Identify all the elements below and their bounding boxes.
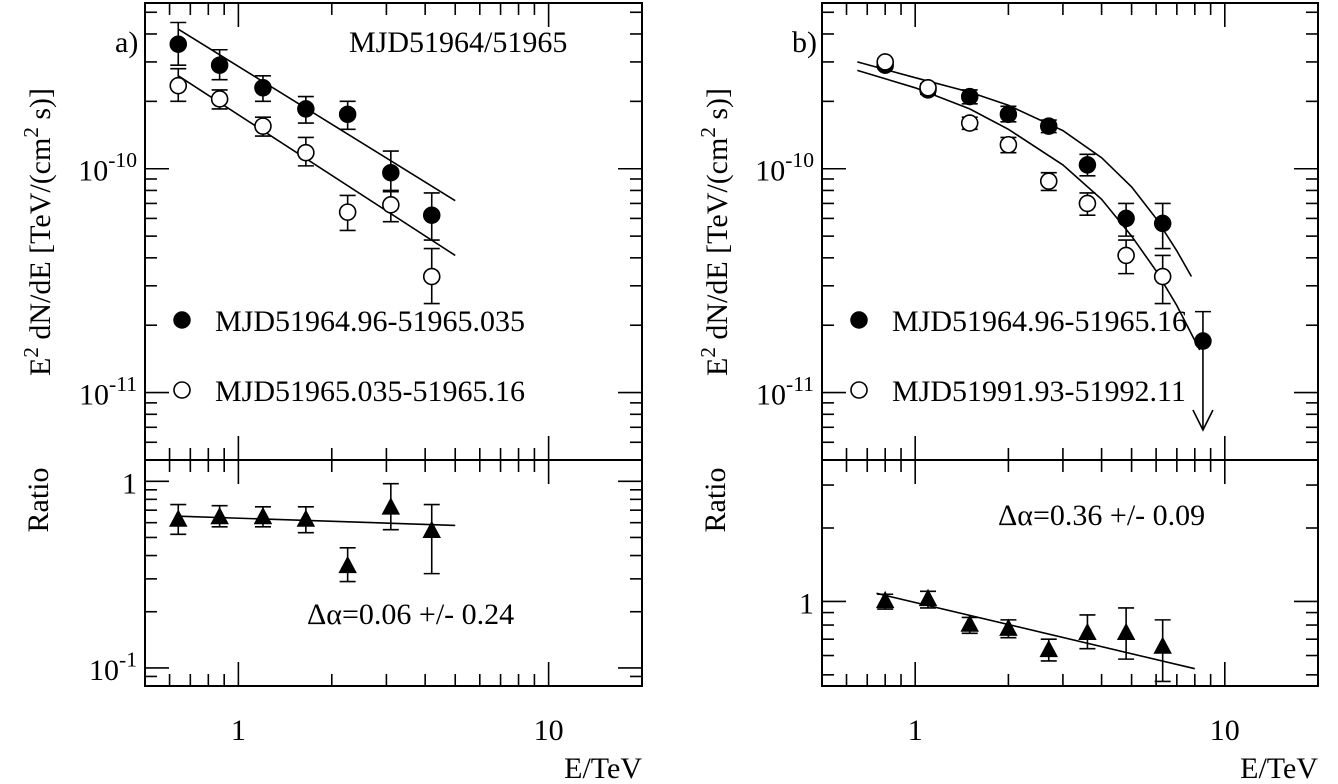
panel-a-top-y-tick-label: 10-11 bbox=[79, 372, 137, 412]
panel-b-ratio-y-tick-label: 1 bbox=[799, 587, 814, 620]
panel-a-ratio-series bbox=[169, 482, 456, 583]
panel-b-legend-label: MJD51964.96-51965.16 bbox=[892, 305, 1187, 338]
panel-a-x-tick-label: 1 bbox=[231, 714, 246, 747]
panel-a-data-point bbox=[422, 267, 441, 286]
panel-a-top-y-tick-label: 10-10 bbox=[78, 148, 137, 188]
panel-a-data-point bbox=[338, 203, 357, 221]
panel-b-data-point bbox=[1153, 214, 1172, 233]
panel-a-data-point bbox=[254, 79, 272, 97]
panel-b-ratio-point bbox=[1039, 639, 1059, 658]
panel-a-legend-label: MJD51965.035-51965.16 bbox=[215, 375, 525, 408]
panel-b-ratio-point bbox=[960, 614, 979, 632]
panel-a-data-point bbox=[254, 117, 272, 135]
panel-b-upper-limit-head bbox=[1192, 409, 1214, 432]
panel-a-data-point bbox=[297, 143, 315, 162]
panel-b-data-point bbox=[999, 105, 1018, 124]
panel-b-ratio-point bbox=[1116, 622, 1136, 641]
panel-a-data-point bbox=[210, 56, 229, 74]
panel-a-data-point bbox=[382, 163, 400, 182]
panel-a-ratio-point bbox=[422, 520, 441, 538]
panel-b-ratio-point bbox=[875, 590, 895, 609]
panel-a-data-point bbox=[297, 100, 315, 118]
panel-b-x-tick-label: 1 bbox=[908, 714, 923, 747]
panel-b-fit-line bbox=[857, 61, 1193, 277]
panel-b-x-axis-label: E/TeV bbox=[1240, 752, 1318, 784]
panel-b: 10-10 10-11 E2 dN/dE [TeV/(cm2 s)] b) MJD519… bbox=[696, 2, 1319, 784]
panel-a-panel-label: a) bbox=[115, 26, 138, 59]
panel-a-data-point bbox=[169, 76, 188, 95]
panel-a-legend-marker bbox=[173, 381, 191, 399]
panel-a-top-y-axis-label: E2 dN/dE [TeV/(cm2 s)] bbox=[19, 88, 57, 376]
panel-a-ratio-y-tick-label: 1 bbox=[122, 467, 137, 500]
panel-b-ratio-annotation: Δα=0.36 +/- 0.09 bbox=[998, 499, 1205, 532]
panel-b-ratio-point bbox=[1078, 622, 1097, 641]
panel-a-x-axis-label: E/TeV bbox=[564, 752, 642, 784]
panel-b-legend-marker bbox=[850, 381, 868, 399]
panel-b-ratio-y-axis-label: Ratio bbox=[699, 468, 732, 533]
panel-a-annotation: MJD51964/51965 bbox=[349, 26, 567, 59]
panel-b-legend-label: MJD51991.93-51992.11 bbox=[892, 375, 1186, 408]
panel-a-ratio-point bbox=[169, 509, 188, 527]
panel-a-data-point bbox=[382, 196, 400, 214]
panel-b-data-point bbox=[1078, 156, 1097, 174]
panel-b-ratio-point bbox=[1153, 636, 1172, 654]
panel-b-data-point bbox=[960, 87, 979, 106]
panel-a-ratio-point bbox=[338, 555, 357, 574]
panel-b-data-point bbox=[1153, 267, 1172, 286]
panel-a-ratio-annotation: Δα=0.06 +/- 0.24 bbox=[307, 598, 514, 631]
panel-a-ratio-point bbox=[296, 509, 316, 527]
panel-b-ratio-frame bbox=[821, 459, 1319, 687]
panel-b-legend-marker bbox=[850, 311, 868, 329]
panel-a-series-1: MJD51964.96-51965.035 bbox=[169, 21, 525, 338]
panel-b-data-point bbox=[1039, 172, 1058, 190]
panel-b-series-2: MJD51991.93-51992.11 bbox=[850, 53, 1201, 408]
panel-a-ratio-y-tick-label: 10-1 bbox=[89, 647, 137, 687]
panel-a-ratio-point bbox=[210, 506, 229, 525]
panel-b-data-point bbox=[1117, 246, 1135, 265]
panel-b-top-y-axis-label: E2 dN/dE [TeV/(cm2 s)] bbox=[696, 88, 734, 376]
panel-b-data-point bbox=[876, 53, 894, 71]
panel-a-data-point bbox=[169, 35, 188, 53]
panel-a-data-point bbox=[210, 90, 229, 108]
panel-b-panel-label: b) bbox=[792, 26, 817, 59]
panel-b-ratio-series bbox=[875, 588, 1195, 683]
panel-b-ratio-point bbox=[918, 588, 938, 607]
panel-a-series-2: MJD51965.035-51965.16 bbox=[169, 67, 525, 408]
panel-b-data-point bbox=[960, 114, 979, 132]
panel-b-data-point bbox=[919, 78, 937, 97]
panel-b-top-y-tick-label: 10-10 bbox=[755, 148, 814, 188]
panel-b-data-point bbox=[999, 135, 1018, 154]
panel-a-legend-marker bbox=[173, 311, 191, 329]
panel-a-data-point bbox=[422, 206, 441, 224]
panel-b-x-tick-label: 10 bbox=[1210, 714, 1240, 747]
panel-a-x-tick-label: 10 bbox=[534, 714, 564, 747]
panel-a-ratio-point bbox=[253, 506, 273, 525]
panel-b-top-y-tick-label: 10-11 bbox=[756, 372, 814, 412]
panel-a-ratio-frame bbox=[144, 459, 643, 687]
panel-a-legend-label: MJD51964.96-51965.035 bbox=[215, 305, 525, 338]
panel-a-fit-line bbox=[177, 28, 456, 202]
panel-b-data-point bbox=[1078, 194, 1097, 213]
panel-b-data-point bbox=[1117, 209, 1135, 228]
panel-a-ratio-y-axis-label: Ratio bbox=[22, 468, 55, 533]
panel-b-fit-line bbox=[857, 69, 1201, 351]
panel-b-data-point bbox=[1040, 117, 1058, 135]
panel-b-ratio-point bbox=[999, 618, 1018, 636]
panel-a-data-point bbox=[338, 105, 357, 124]
panel-a-ratio-point bbox=[381, 497, 401, 515]
